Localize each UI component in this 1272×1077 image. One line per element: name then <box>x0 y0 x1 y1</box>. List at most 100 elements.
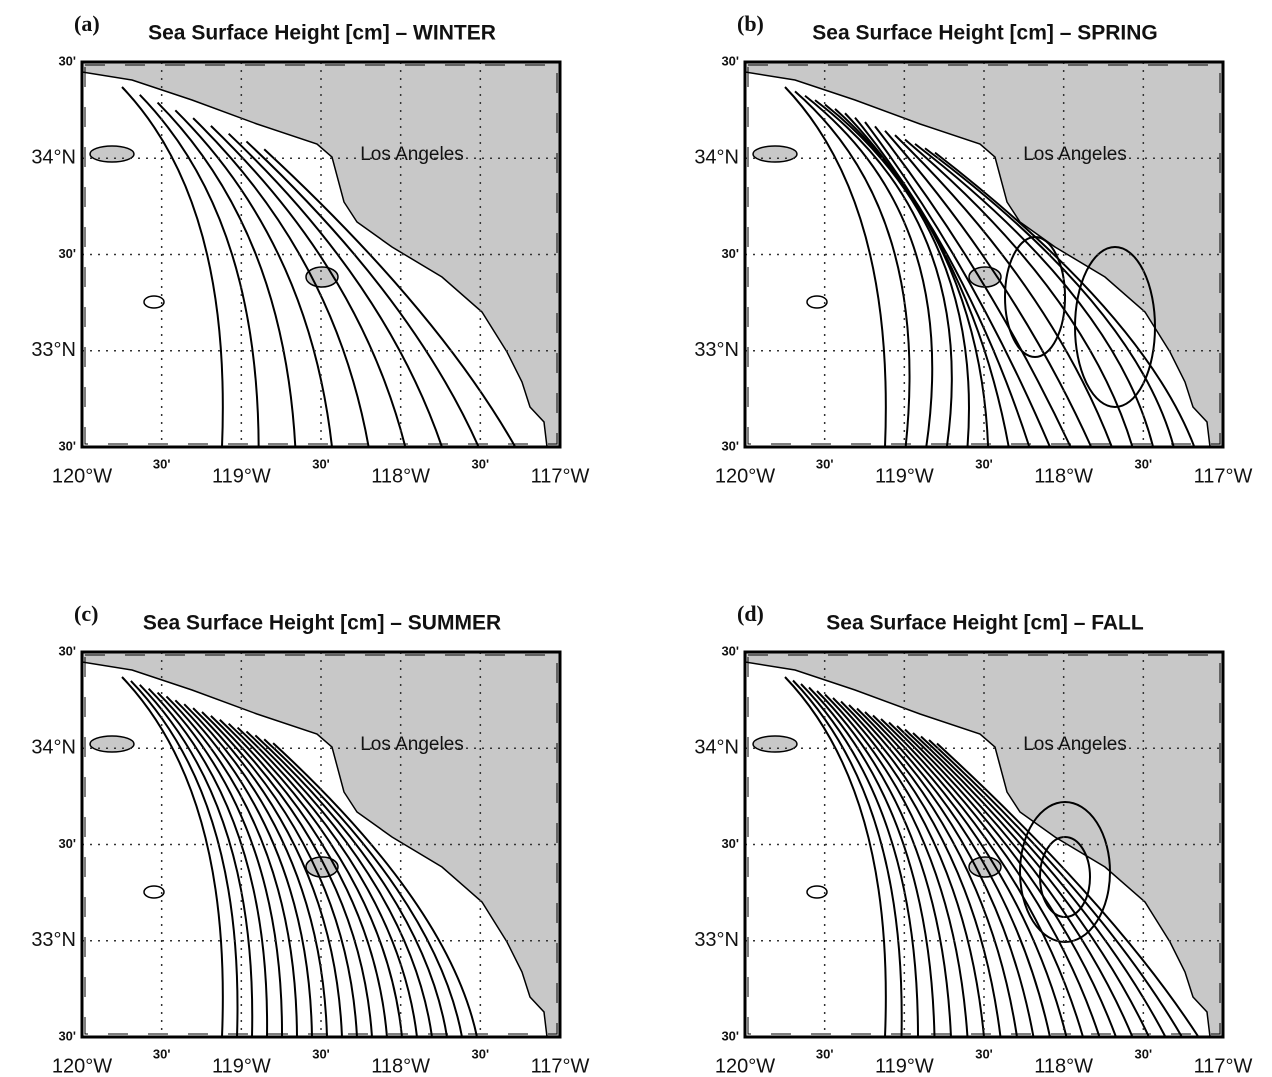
contour <box>840 700 1002 1038</box>
y-tick-label: 30' <box>721 1028 739 1043</box>
contour <box>864 121 1051 448</box>
y-tick-label: 33°N <box>31 929 76 951</box>
contour <box>924 147 1175 448</box>
contour <box>1074 246 1156 408</box>
contour <box>130 680 239 1038</box>
contour <box>784 676 887 1038</box>
contour <box>874 125 1072 448</box>
contour <box>884 130 1093 448</box>
y-tick-label: 30' <box>721 438 739 453</box>
y-tick-label: 30' <box>58 836 76 851</box>
contour <box>896 725 1117 1038</box>
island <box>806 885 828 899</box>
x-tick-label: 30' <box>1135 456 1153 471</box>
y-tick-label: 33°N <box>694 339 739 361</box>
y-tick-label: 30' <box>721 836 739 851</box>
contour <box>139 684 254 1038</box>
frame <box>743 60 1225 449</box>
island <box>752 735 798 753</box>
y-tick-label: 34°N <box>31 147 76 169</box>
frame <box>743 650 1225 1039</box>
map-panel: (d) Sea Surface Height [cm] – FALL Los Ang… <box>694 601 1252 1077</box>
contour <box>914 143 1155 448</box>
panel-label: (c) <box>74 601 98 626</box>
contour <box>121 86 224 448</box>
contour <box>219 719 388 1038</box>
y-tick-label: 34°N <box>694 737 739 759</box>
contour <box>147 687 269 1038</box>
island <box>305 856 339 878</box>
x-tick-label: 30' <box>312 1046 330 1061</box>
x-tick-label: 120°W <box>715 1055 775 1077</box>
frame <box>80 650 562 1039</box>
contour <box>920 735 1167 1038</box>
contour <box>794 90 911 448</box>
x-tick-label: 30' <box>816 456 834 471</box>
contour <box>156 691 284 1038</box>
land <box>744 61 1224 448</box>
contour <box>904 728 1134 1038</box>
contour <box>227 132 443 448</box>
island <box>143 295 165 309</box>
contour <box>824 103 970 448</box>
contour <box>880 718 1084 1038</box>
x-tick-label: 119°W <box>875 465 934 487</box>
contour <box>245 140 480 448</box>
contour <box>894 134 1113 448</box>
x-tick-label: 118°W <box>1034 1055 1093 1077</box>
y-tick-label: 30' <box>58 1028 76 1043</box>
island <box>89 145 135 163</box>
x-tick-label: 30' <box>312 456 330 471</box>
contour <box>934 151 1196 448</box>
contour <box>854 116 1031 448</box>
x-tick-label: 120°W <box>52 1055 112 1077</box>
contour <box>792 679 903 1038</box>
contour <box>814 99 953 448</box>
place-label: Los Angeles <box>1023 144 1127 165</box>
panel-label: (b) <box>737 11 764 36</box>
contour <box>804 94 934 448</box>
panel-title: Sea Surface Height [cm] – SUMMER <box>143 612 501 635</box>
contour <box>210 715 373 1038</box>
x-tick-label: 30' <box>816 1046 834 1061</box>
contour <box>904 138 1134 448</box>
contour <box>928 739 1183 1038</box>
contour <box>1039 836 1091 918</box>
contour <box>824 693 969 1038</box>
contour <box>139 94 260 448</box>
island <box>752 145 798 163</box>
contour <box>864 711 1051 1038</box>
y-tick-label: 30' <box>58 643 76 658</box>
contour <box>856 707 1035 1038</box>
x-tick-label: 117°W <box>531 465 590 487</box>
land <box>744 651 1224 1038</box>
contour <box>245 730 433 1038</box>
y-tick-label: 33°N <box>31 339 76 361</box>
frame-inner <box>747 64 1221 445</box>
island <box>89 735 135 753</box>
y-tick-label: 30' <box>721 246 739 261</box>
panel-label: (a) <box>74 11 100 36</box>
frame-inner <box>84 64 558 445</box>
y-tick-label: 34°N <box>694 147 739 169</box>
contour <box>936 742 1200 1038</box>
y-tick-label: 33°N <box>694 929 739 951</box>
y-tick-label: 34°N <box>31 737 76 759</box>
contour <box>156 101 297 448</box>
contour <box>201 711 358 1038</box>
contour <box>800 683 919 1038</box>
contour <box>784 86 887 448</box>
y-tick-label: 30' <box>58 438 76 453</box>
contour <box>174 109 333 448</box>
x-tick-label: 120°W <box>715 465 775 487</box>
contour <box>872 714 1068 1038</box>
place-label: Los Angeles <box>1023 734 1127 755</box>
x-tick-label: 30' <box>153 456 171 471</box>
y-tick-label: 30' <box>721 53 739 68</box>
contour <box>844 112 1010 448</box>
contour <box>236 726 418 1038</box>
panel-title: Sea Surface Height [cm] – WINTER <box>148 22 496 45</box>
panel-title: Sea Surface Height [cm] – SPRING <box>812 22 1157 45</box>
contour <box>183 703 328 1038</box>
